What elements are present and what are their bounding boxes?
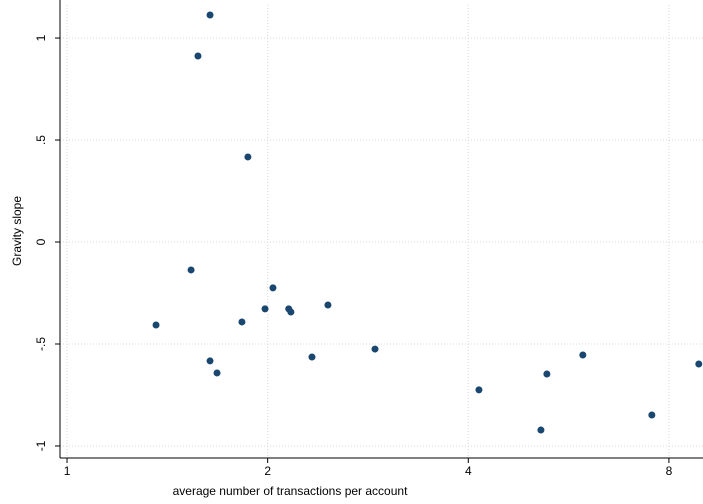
point — [261, 305, 269, 313]
y-tick-label: 0 — [34, 238, 48, 245]
point — [537, 426, 545, 434]
point — [187, 266, 195, 274]
point — [152, 321, 160, 329]
point — [648, 411, 656, 419]
point — [287, 308, 295, 316]
point — [206, 11, 214, 19]
point — [371, 345, 379, 353]
y-axis-title: Gravity slope — [10, 196, 24, 266]
point — [308, 353, 316, 361]
x-tick-label: 4 — [465, 464, 472, 478]
x-tick-label: 8 — [666, 464, 673, 478]
point — [194, 52, 202, 60]
point — [206, 357, 214, 365]
point — [475, 386, 483, 394]
y-tick-label: -.5 — [34, 337, 48, 351]
point — [238, 318, 246, 326]
point — [244, 153, 252, 161]
point — [695, 360, 703, 368]
x-tick-label: 1 — [64, 464, 71, 478]
point — [579, 351, 587, 359]
y-tick-label: -1 — [34, 440, 48, 451]
point — [269, 284, 277, 292]
x-axis-title: average number of transactions per accou… — [173, 484, 408, 498]
point — [543, 370, 551, 378]
x-tick-label: 2 — [264, 464, 271, 478]
y-tick-label: .5 — [34, 135, 48, 145]
point — [324, 301, 332, 309]
y-tick-label: 1 — [34, 34, 48, 41]
point — [213, 369, 221, 377]
